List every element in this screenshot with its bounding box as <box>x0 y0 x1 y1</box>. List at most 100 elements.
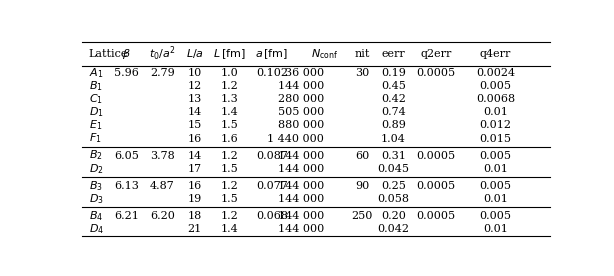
Text: 1.04: 1.04 <box>381 134 406 144</box>
Text: 0.102: 0.102 <box>256 68 288 78</box>
Text: 19: 19 <box>188 194 202 204</box>
Text: 18: 18 <box>188 211 202 221</box>
Text: q2err: q2err <box>421 49 452 59</box>
Text: q4err: q4err <box>480 49 511 59</box>
Text: 0.89: 0.89 <box>381 120 406 130</box>
Text: 1 440 000: 1 440 000 <box>267 134 324 144</box>
Text: 1.5: 1.5 <box>220 164 238 174</box>
Text: 0.01: 0.01 <box>483 164 508 174</box>
Text: 1.4: 1.4 <box>220 107 238 117</box>
Text: $\beta$: $\beta$ <box>122 47 131 61</box>
Text: 12: 12 <box>188 81 202 91</box>
Text: 0.068: 0.068 <box>256 211 288 221</box>
Text: 1.2: 1.2 <box>220 181 238 191</box>
Text: 0.058: 0.058 <box>377 194 409 204</box>
Text: 0.01: 0.01 <box>483 194 508 204</box>
Text: $B_3$: $B_3$ <box>88 179 103 193</box>
Text: 144 000: 144 000 <box>278 181 324 191</box>
Text: 144 000: 144 000 <box>278 211 324 221</box>
Text: 14: 14 <box>188 150 202 161</box>
Text: 880 000: 880 000 <box>278 120 324 130</box>
Text: 14: 14 <box>188 107 202 117</box>
Text: 3.78: 3.78 <box>150 150 175 161</box>
Text: 0.01: 0.01 <box>483 107 508 117</box>
Text: 4.87: 4.87 <box>150 181 175 191</box>
Text: $B_2$: $B_2$ <box>88 149 103 163</box>
Text: $B_1$: $B_1$ <box>88 79 103 93</box>
Text: 13: 13 <box>188 94 202 104</box>
Text: $a\,[\mathrm{fm}]$: $a\,[\mathrm{fm}]$ <box>255 47 289 61</box>
Text: 6.05: 6.05 <box>114 150 139 161</box>
Text: 16: 16 <box>188 134 202 144</box>
Text: 0.20: 0.20 <box>381 211 406 221</box>
Text: $F_1$: $F_1$ <box>88 132 101 145</box>
Text: 0.0005: 0.0005 <box>416 68 456 78</box>
Text: 1.6: 1.6 <box>220 134 238 144</box>
Text: 0.0005: 0.0005 <box>416 211 456 221</box>
Text: $B_4$: $B_4$ <box>88 209 103 223</box>
Text: 505 000: 505 000 <box>278 107 324 117</box>
Text: 15: 15 <box>188 120 202 130</box>
Text: nit: nit <box>354 49 370 59</box>
Text: $E_1$: $E_1$ <box>88 118 102 132</box>
Text: 0.087: 0.087 <box>256 150 288 161</box>
Text: 0.005: 0.005 <box>480 181 511 191</box>
Text: 144 000: 144 000 <box>278 194 324 204</box>
Text: 1.2: 1.2 <box>220 150 238 161</box>
Text: $C_1$: $C_1$ <box>88 92 103 106</box>
Text: 0.005: 0.005 <box>480 211 511 221</box>
Text: 0.005: 0.005 <box>480 81 511 91</box>
Text: 0.077: 0.077 <box>256 181 288 191</box>
Text: $N_{\mathrm{conf}}$: $N_{\mathrm{conf}}$ <box>311 47 338 61</box>
Text: 36 000: 36 000 <box>285 68 324 78</box>
Text: eerr: eerr <box>381 49 405 59</box>
Text: 1.3: 1.3 <box>220 94 238 104</box>
Text: 5.96: 5.96 <box>114 68 139 78</box>
Text: 6.20: 6.20 <box>150 211 175 221</box>
Text: $L/a$: $L/a$ <box>186 47 204 60</box>
Text: $A_1$: $A_1$ <box>88 66 103 79</box>
Text: 144 000: 144 000 <box>278 81 324 91</box>
Text: 144 000: 144 000 <box>278 224 324 234</box>
Text: 2.79: 2.79 <box>150 68 175 78</box>
Text: 21: 21 <box>188 224 202 234</box>
Text: $D_2$: $D_2$ <box>88 162 103 176</box>
Text: 0.45: 0.45 <box>381 81 406 91</box>
Text: 0.0005: 0.0005 <box>416 181 456 191</box>
Text: 1.5: 1.5 <box>220 194 238 204</box>
Text: 90: 90 <box>355 181 370 191</box>
Text: 0.01: 0.01 <box>483 224 508 234</box>
Text: 280 000: 280 000 <box>278 94 324 104</box>
Text: 6.21: 6.21 <box>114 211 139 221</box>
Text: 10: 10 <box>188 68 202 78</box>
Text: 1.2: 1.2 <box>220 211 238 221</box>
Text: 0.42: 0.42 <box>381 94 406 104</box>
Text: 16: 16 <box>188 181 202 191</box>
Text: 60: 60 <box>355 150 370 161</box>
Text: 0.012: 0.012 <box>480 120 511 130</box>
Text: 1.5: 1.5 <box>220 120 238 130</box>
Text: 0.31: 0.31 <box>381 150 406 161</box>
Text: 0.045: 0.045 <box>377 164 409 174</box>
Text: 17: 17 <box>188 164 202 174</box>
Text: 30: 30 <box>355 68 370 78</box>
Text: $D_1$: $D_1$ <box>88 105 103 119</box>
Text: $D_3$: $D_3$ <box>88 192 104 206</box>
Text: 0.015: 0.015 <box>480 134 511 144</box>
Text: 1.4: 1.4 <box>220 224 238 234</box>
Text: 0.042: 0.042 <box>377 224 409 234</box>
Text: $t_0/a^2$: $t_0/a^2$ <box>149 45 176 63</box>
Text: 0.19: 0.19 <box>381 68 406 78</box>
Text: 0.25: 0.25 <box>381 181 406 191</box>
Text: 1.0: 1.0 <box>220 68 238 78</box>
Text: Lattice: Lattice <box>88 49 128 59</box>
Text: 0.005: 0.005 <box>480 150 511 161</box>
Text: 6.13: 6.13 <box>114 181 139 191</box>
Text: 1.2: 1.2 <box>220 81 238 91</box>
Text: 144 000: 144 000 <box>278 150 324 161</box>
Text: $D_4$: $D_4$ <box>88 222 104 236</box>
Text: 144 000: 144 000 <box>278 164 324 174</box>
Text: $L\,[\mathrm{fm}]$: $L\,[\mathrm{fm}]$ <box>213 47 245 61</box>
Text: 250: 250 <box>352 211 373 221</box>
Text: 0.74: 0.74 <box>381 107 406 117</box>
